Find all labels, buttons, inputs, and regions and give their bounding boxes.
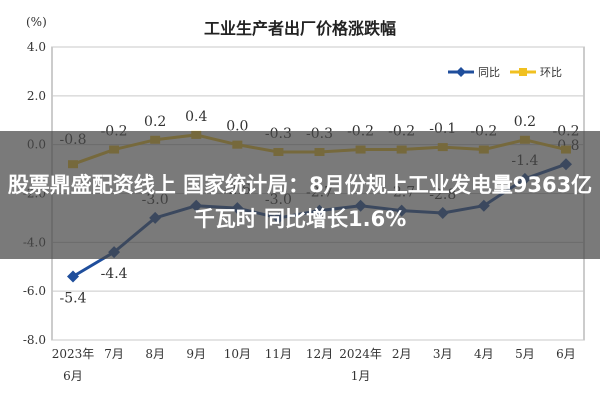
legend-label: 同比 <box>478 66 500 79</box>
chart-title: 工业生产者出厂价格涨跌幅 <box>204 19 396 38</box>
x-tick-label: 4月 <box>474 347 494 361</box>
x-tick-label: 2024年 <box>339 347 382 361</box>
x-tick-label: 3月 <box>433 347 453 361</box>
legend-label: 环比 <box>540 66 562 79</box>
x-tick-label-line2: 1月 <box>351 369 371 383</box>
yoy-data-label: -4.4 <box>101 266 128 282</box>
headline-banner <box>0 131 600 259</box>
legend-marker-yoy <box>456 67 466 77</box>
x-tick-label: 6月 <box>556 347 576 361</box>
y-tick-label: 4.0 <box>27 40 46 54</box>
y-tick-label: -6.0 <box>23 284 46 298</box>
x-tick-label-line2: 6月 <box>63 369 83 383</box>
x-tick-label: 12月 <box>306 347 333 361</box>
y-tick-label: 2.0 <box>27 89 46 103</box>
x-tick-label: 8月 <box>145 347 165 361</box>
y-tick-label: -8.0 <box>23 333 46 347</box>
x-tick-label: 5月 <box>515 347 535 361</box>
mom-data-label: 0.2 <box>144 114 166 130</box>
yoy-data-point <box>67 270 79 283</box>
x-tick-label: 2月 <box>392 347 412 361</box>
yoy-data-label: -5.4 <box>60 291 87 307</box>
mom-data-label: 0.4 <box>185 109 207 125</box>
x-tick-label: 9月 <box>186 347 206 361</box>
x-tick-label: 10月 <box>224 347 251 361</box>
x-tick-label: 7月 <box>104 347 124 361</box>
headline-text: 股票鼎盛配资线上 国家统计局：8月份规上工业发电量9363亿千瓦时 同比增长1.… <box>7 173 593 231</box>
x-tick-label: 11月 <box>265 347 292 361</box>
x-tick-label: 2023年 <box>52 347 95 361</box>
legend-marker-mom <box>519 68 527 76</box>
y-unit-label: (%) <box>26 15 47 29</box>
mom-data-label: 0.0 <box>226 119 248 135</box>
mom-data-label: 0.2 <box>514 114 536 130</box>
